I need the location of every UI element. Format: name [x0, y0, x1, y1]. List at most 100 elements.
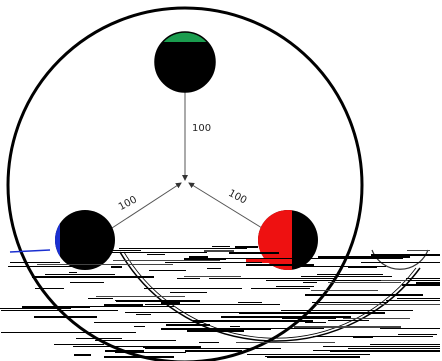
artifact-streak — [403, 300, 440, 301]
artifact-streak — [271, 258, 403, 259]
artifact-streak — [35, 288, 64, 289]
artifact-streak — [136, 314, 151, 315]
artifact-streak — [406, 278, 440, 279]
artifact-streak — [401, 262, 409, 263]
edge-left — [111, 182, 182, 229]
artifact-streak — [370, 344, 440, 345]
secondary-arc-inner — [123, 251, 417, 339]
artifact-streak — [177, 278, 200, 279]
artifact-streak — [189, 256, 208, 258]
artifact-streak — [229, 252, 279, 254]
artifact-streak — [328, 282, 401, 283]
node-top-accent — [155, 32, 215, 42]
artifact-streak — [105, 350, 144, 352]
artifact-streak — [119, 248, 228, 249]
artifact-streak — [104, 304, 143, 306]
artifact-streak — [286, 312, 385, 314]
edge-label-top: 100 — [192, 123, 211, 134]
artifact-streak — [282, 318, 336, 319]
artifact-streak — [0, 308, 71, 309]
artifact-streak — [96, 296, 185, 297]
artifact-streak — [328, 320, 369, 321]
artifact-streak — [73, 346, 168, 347]
artifact-streak — [70, 282, 104, 283]
artifact-streak — [253, 354, 370, 355]
artifact-streak — [348, 348, 440, 349]
artifact-streak — [166, 324, 210, 326]
artifact-streak — [371, 254, 440, 256]
artifact-streak — [116, 300, 200, 302]
outer-circle — [6, 6, 364, 361]
render-artifacts — [0, 246, 440, 358]
artifact-streak — [402, 284, 440, 286]
edge-label-right: 100 — [226, 188, 248, 207]
artifact-streak — [168, 288, 242, 289]
artifact-streak — [78, 276, 125, 278]
artifact-streak — [170, 292, 207, 293]
artifact-streak — [184, 276, 241, 277]
artifact-streak — [293, 266, 386, 267]
artifact-streak — [76, 338, 122, 339]
artifact-streak — [361, 262, 440, 263]
red-fragment — [246, 258, 276, 263]
artifact-streak — [54, 344, 104, 345]
artifact-streak — [276, 286, 314, 287]
artifact-streak — [230, 326, 240, 327]
artifact-streak — [115, 352, 186, 353]
artifact-streak — [311, 290, 378, 291]
artifact-streak — [161, 302, 180, 304]
artifact-streak — [305, 294, 423, 296]
edge-label-left: 100 — [117, 194, 139, 213]
artifact-streak — [380, 328, 440, 329]
artifact-streak — [209, 278, 334, 279]
artifact-streak — [343, 318, 410, 319]
artifact-streak — [330, 350, 440, 352]
artifact-streak — [1, 310, 118, 311]
artifact-streak — [90, 306, 174, 307]
artifact-streak — [95, 340, 176, 341]
artifact-streak — [398, 334, 437, 335]
artifact-streak — [145, 348, 244, 349]
artifact-streak — [266, 280, 381, 281]
artifact-streak — [125, 312, 256, 313]
artifact-streak — [193, 320, 313, 322]
artifact-streak — [37, 264, 173, 265]
artifact-streak — [208, 258, 273, 259]
blue-fragment — [9, 249, 51, 253]
artifact-streak — [88, 298, 113, 299]
artifact-streak — [165, 262, 262, 263]
artifact-streak — [212, 246, 230, 247]
artifact-streak — [316, 304, 440, 305]
artifact-streak — [330, 280, 440, 281]
node-top — [154, 31, 216, 93]
artifact-streak — [8, 266, 85, 267]
artifact-streak — [184, 258, 226, 260]
artifact-streak — [147, 254, 165, 255]
artifact-streak — [235, 348, 281, 349]
artifact-streak — [416, 282, 440, 284]
artifact-streak — [111, 266, 122, 268]
artifact-streak — [71, 252, 207, 253]
artifact-streak — [407, 250, 430, 251]
artifact-streak — [246, 264, 314, 266]
artifact-streak — [204, 250, 234, 252]
edge-right — [188, 182, 263, 229]
artifact-streak — [47, 316, 97, 318]
artifact-streak — [323, 346, 440, 347]
artifact-streak — [185, 350, 242, 352]
artifact-streak — [10, 262, 60, 263]
artifact-streak — [240, 328, 324, 329]
artifact-streak — [235, 246, 258, 248]
artifact-streak — [305, 322, 326, 323]
artifact-streak — [145, 304, 280, 305]
artifact-streak — [313, 336, 433, 337]
artifact-streak — [221, 316, 351, 318]
artifact-streak — [207, 268, 221, 269]
artifact-streak — [238, 302, 262, 303]
artifact-streak — [317, 274, 383, 275]
artifact-streak — [161, 328, 271, 330]
artifact-streak — [113, 260, 220, 261]
artifact-streak — [45, 274, 115, 275]
artifact-streak — [281, 310, 413, 311]
